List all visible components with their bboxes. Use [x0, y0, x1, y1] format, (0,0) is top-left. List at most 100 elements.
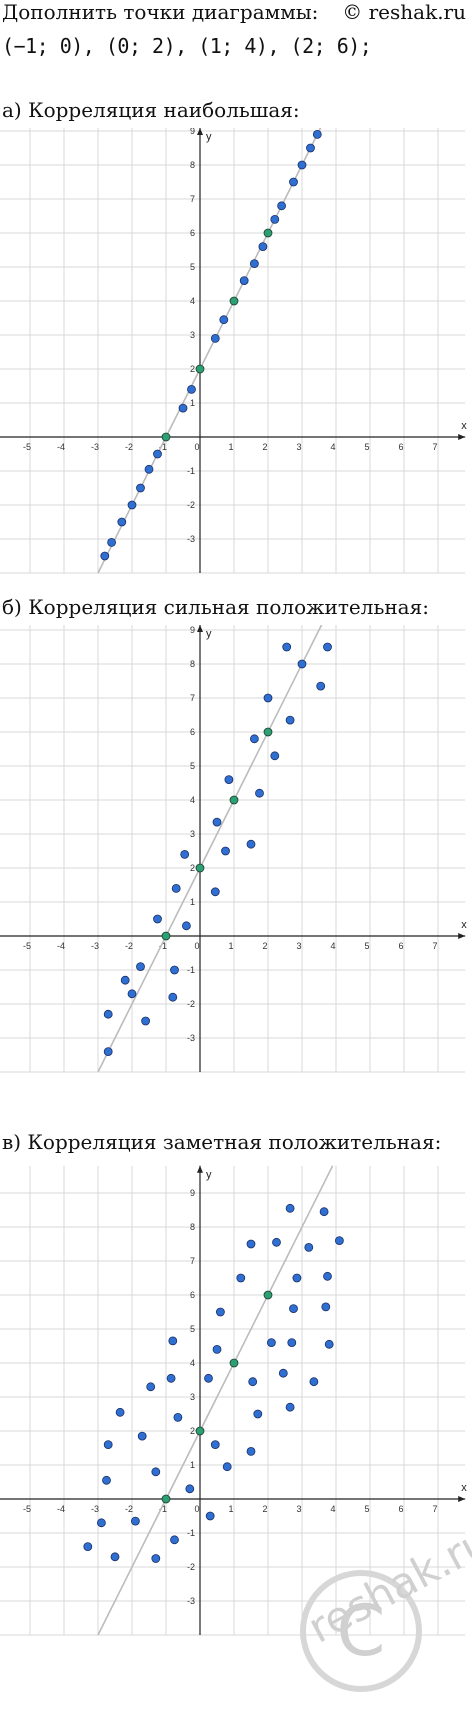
x-tick-label: -2 [125, 442, 133, 452]
x-axis-label: x [461, 919, 467, 931]
x-tick-label: 4 [330, 442, 335, 452]
data-point [178, 403, 188, 413]
data-point [285, 715, 295, 725]
x-tick-label: 0 [194, 442, 199, 452]
data-point [270, 215, 280, 224]
y-axis-arrow [197, 1165, 203, 1173]
x-tick-label: -5 [23, 941, 31, 951]
data-point [316, 681, 326, 691]
data-point [319, 1207, 329, 1217]
x-tick-label: -5 [23, 442, 31, 452]
data-point [153, 449, 162, 459]
x-tick-label: -3 [91, 442, 99, 452]
data-point [224, 775, 234, 785]
y-axis-arrow [197, 128, 203, 135]
scatter-chart-b: x y -5 -4 -3 -2 -1 0 1 2 3 4 5 6 7 -3 -2 -1 1 2 3 4 5 6 7 8 9 [0, 625, 467, 1073]
given-point [263, 727, 273, 737]
data-point [153, 914, 162, 924]
x-tick-label: 3 [296, 442, 301, 452]
y-tick-label: 2 [190, 364, 195, 374]
given-point [263, 1290, 273, 1300]
data-point [287, 1338, 297, 1348]
data-point [130, 1516, 140, 1526]
given-point [263, 228, 273, 238]
x-tick-label: 6 [398, 442, 403, 452]
data-point [212, 1344, 222, 1354]
x-tick-label: -2 [125, 941, 133, 951]
y-tick-label: 6 [190, 1290, 195, 1300]
given-point [195, 364, 205, 374]
data-point [168, 992, 178, 1002]
y-tick-label: 6 [190, 228, 195, 238]
y-tick-label: -1 [187, 466, 195, 476]
data-point [120, 975, 130, 985]
data-point [253, 1409, 263, 1419]
data-point [255, 788, 264, 798]
data-point [246, 839, 256, 849]
y-tick-label: 7 [190, 194, 195, 204]
data-point [210, 887, 220, 897]
y-tick-label: 9 [190, 1188, 195, 1198]
data-point [166, 1373, 176, 1383]
y-tick-label: 3 [190, 330, 195, 340]
y-tick-label: 7 [190, 693, 195, 703]
y-axis-label: y [206, 1169, 212, 1181]
data-point [185, 1484, 195, 1494]
y-tick-label: -3 [187, 1033, 195, 1043]
data-point [83, 1542, 93, 1552]
x-axis-arrow [458, 933, 466, 939]
data-point [97, 1518, 106, 1528]
data-point [239, 276, 249, 286]
x-tick-label: -4 [57, 1504, 65, 1514]
x-tick-label: 7 [432, 941, 437, 951]
data-point [151, 1554, 161, 1563]
x-tick-label: 1 [228, 442, 233, 452]
y-tick-label: -3 [187, 534, 195, 544]
data-point [246, 1446, 256, 1456]
data-point [297, 160, 307, 170]
y-tick-label: 8 [190, 160, 195, 170]
chart-b-title: б) Корреляция сильная положительная: [2, 595, 429, 619]
data-point [127, 989, 137, 999]
given-point [229, 795, 239, 805]
x-tick-label: 7 [432, 442, 437, 452]
x-tick-label: 2 [262, 941, 267, 951]
x-tick-label: 4 [330, 1504, 335, 1514]
y-tick-label: -2 [187, 999, 195, 1009]
data-point [100, 551, 110, 561]
data-point [102, 1475, 111, 1485]
data-point [137, 1431, 147, 1441]
x-tick-label: 1 [228, 941, 233, 951]
data-point [205, 1511, 215, 1521]
trend-line [97, 625, 323, 1073]
data-point [236, 1273, 246, 1283]
y-tick-label: 1 [190, 1460, 195, 1470]
data-point [187, 384, 196, 394]
y-tick-label: 4 [190, 296, 195, 306]
y-tick-label: 8 [190, 1222, 195, 1232]
data-point [181, 921, 191, 931]
given-point [195, 1426, 205, 1436]
x-tick-label: 6 [398, 941, 403, 951]
data-point [258, 242, 268, 251]
data-point [136, 483, 145, 493]
scatter-chart-a: x y -5 -4 -3 -2 -1 0 1 2 3 4 5 6 7 -3 -2 -1 1 2 3 4 5 6 7 8 9 [0, 128, 467, 574]
data-point [278, 1368, 288, 1378]
data-point [306, 143, 315, 153]
data-point [292, 1273, 302, 1283]
x-tick-label: 3 [296, 941, 301, 951]
data-point [289, 1304, 298, 1314]
x-tick-label: 2 [262, 1504, 267, 1514]
data-point [204, 1373, 213, 1383]
y-tick-label: 9 [190, 128, 195, 136]
data-point [321, 1302, 331, 1312]
data-point [285, 1402, 295, 1412]
y-tick-label: 1 [190, 897, 195, 907]
data-point [304, 1243, 314, 1252]
x-tick-label: -4 [57, 941, 65, 951]
data-point [210, 333, 220, 343]
data-point [210, 1440, 220, 1450]
y-tick-label: 6 [190, 727, 195, 737]
data-point [173, 1412, 183, 1422]
x-tick-label: -1 [159, 442, 167, 452]
